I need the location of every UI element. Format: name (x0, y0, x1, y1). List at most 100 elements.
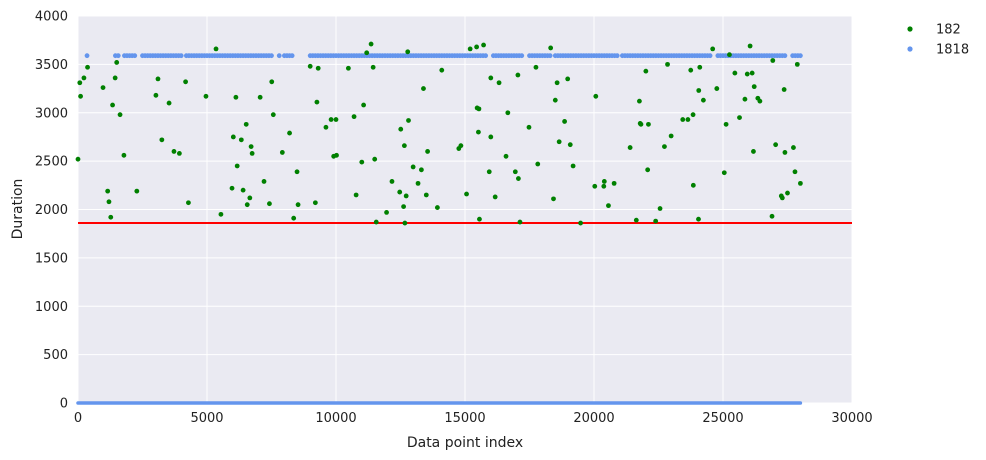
y-tick-label: 2500 (35, 155, 68, 170)
data-point-182 (234, 163, 240, 169)
data-point-182 (405, 49, 411, 55)
data-point-182 (505, 110, 511, 116)
x-tick-labels: 0 5000 10000 15000 20000 25000 30000 (74, 411, 873, 426)
x-tick-label: 25000 (702, 411, 743, 426)
data-point-182 (314, 99, 320, 105)
data-point-1818 (269, 53, 274, 59)
legend-label-1818: 1818 (936, 43, 969, 58)
data-point-182 (757, 98, 763, 104)
data-point-182 (737, 115, 742, 120)
data-marks (75, 41, 852, 405)
data-point-182 (373, 219, 379, 225)
data-point-182 (727, 52, 732, 58)
data-point-182 (171, 149, 177, 154)
data-point-182 (213, 46, 219, 52)
data-point-182 (744, 71, 750, 77)
x-tick-label: 15000 (444, 411, 485, 426)
data-point-182 (100, 85, 106, 90)
y-tick-label: 2000 (35, 203, 68, 218)
data-point-182 (269, 79, 275, 85)
data-point-182 (384, 210, 389, 215)
data-point-182 (476, 106, 482, 112)
data-point-182 (351, 114, 357, 120)
data-point-182 (567, 142, 573, 148)
data-point-182 (481, 42, 486, 48)
data-point-182 (155, 76, 161, 82)
data-point-182 (403, 193, 409, 199)
data-point-1818 (782, 53, 788, 59)
data-point-182 (526, 124, 532, 130)
data-point-182 (294, 169, 300, 175)
data-point-182 (279, 150, 285, 155)
x-tick-label: 0 (74, 411, 82, 426)
data-point-182 (548, 45, 554, 51)
data-point-182 (421, 86, 426, 91)
data-point-1818 (483, 53, 489, 59)
data-point-182 (114, 60, 120, 65)
data-point-182 (556, 139, 562, 145)
data-point-182 (747, 43, 753, 49)
legend: 182 1818 (907, 23, 969, 58)
data-point-182 (697, 64, 703, 70)
data-point-182 (685, 117, 691, 122)
data-point-182 (688, 67, 694, 73)
data-point-182 (791, 145, 796, 150)
data-point-182 (782, 150, 788, 155)
data-point-1818 (519, 53, 525, 59)
data-point-182 (418, 167, 424, 173)
data-point-182 (401, 204, 406, 209)
data-point-182 (372, 156, 378, 162)
data-point-182 (295, 202, 301, 208)
data-point-182 (218, 211, 224, 217)
data-point-182 (769, 213, 775, 219)
y-tick-label: 500 (43, 348, 68, 363)
data-point-182 (578, 220, 583, 226)
data-point-182 (721, 170, 727, 176)
data-point-182 (781, 87, 787, 92)
legend-marker-1818 (907, 46, 913, 52)
data-point-182 (159, 137, 165, 143)
data-point-182 (601, 179, 607, 184)
data-point-182 (488, 75, 494, 81)
data-point-182 (243, 121, 249, 127)
data-point-182 (359, 159, 365, 165)
data-point-182 (637, 98, 642, 104)
data-point-182 (307, 63, 313, 69)
data-point-182 (402, 220, 408, 226)
x-tick-label: 10000 (315, 411, 356, 426)
data-point-182 (75, 156, 81, 162)
data-point-182 (105, 188, 111, 194)
x-tick-label: 20000 (573, 411, 614, 426)
data-point-182 (153, 92, 159, 98)
data-point-182 (551, 196, 556, 202)
data-point-182 (291, 215, 297, 221)
data-point-182 (700, 97, 706, 103)
data-point-182 (345, 65, 351, 71)
data-point-182 (592, 183, 598, 189)
data-point-182 (516, 176, 521, 181)
data-point-182 (515, 72, 521, 78)
data-point-182 (423, 192, 429, 198)
data-point-182 (406, 118, 411, 123)
data-point-182 (368, 41, 374, 47)
data-point-182 (477, 216, 482, 222)
data-point-182 (238, 137, 244, 143)
data-point-182 (554, 80, 560, 86)
data-point-182 (565, 76, 571, 82)
data-point-182 (203, 93, 209, 99)
data-point-182 (270, 112, 276, 118)
y-axis-label: Duration (10, 179, 26, 240)
y-tick-label: 3500 (35, 58, 68, 73)
data-point-182 (690, 112, 696, 118)
data-point-182 (751, 149, 756, 154)
data-point-182 (312, 200, 318, 206)
data-point-182 (117, 112, 123, 118)
data-point-182 (112, 75, 118, 81)
data-point-182 (751, 84, 757, 90)
data-point-182 (261, 179, 267, 184)
data-point-182 (486, 169, 492, 175)
y-tick-label: 3000 (35, 106, 68, 121)
data-point-182 (328, 117, 334, 122)
data-point-182 (364, 50, 370, 56)
data-point-182 (496, 80, 502, 86)
